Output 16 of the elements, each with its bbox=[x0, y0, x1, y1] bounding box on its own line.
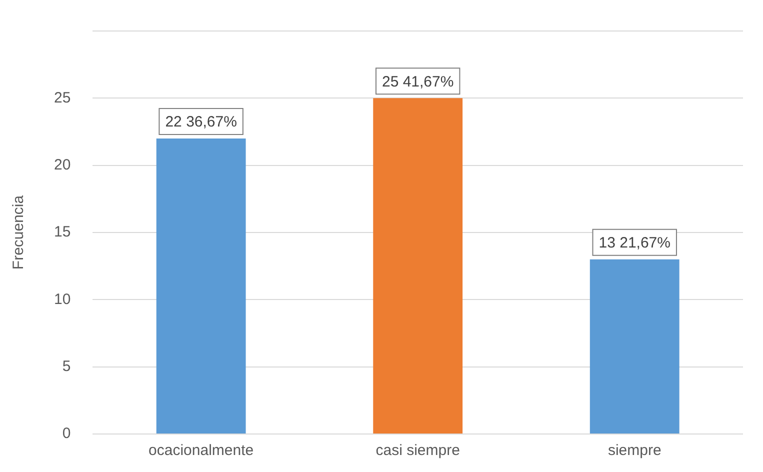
bar bbox=[590, 259, 680, 434]
y-tick-label: 5 bbox=[62, 358, 71, 375]
y-axis-title: Frecuencia bbox=[10, 194, 28, 270]
x-tick-label: siempre bbox=[608, 442, 662, 460]
data-label: 22 36,67% bbox=[165, 114, 237, 131]
y-tick-label: 15 bbox=[54, 224, 71, 241]
bar bbox=[373, 98, 463, 434]
y-tick-label: 0 bbox=[62, 425, 71, 442]
x-tick-label: ocacionalmente bbox=[148, 442, 254, 460]
data-label: 13 21,67% bbox=[598, 234, 670, 252]
x-tick-label: casi siempre bbox=[376, 442, 460, 460]
data-label: 25 41,67% bbox=[382, 73, 454, 90]
bar bbox=[156, 138, 246, 434]
y-tick-label: 25 bbox=[54, 89, 71, 106]
y-tick-label: 20 bbox=[54, 156, 71, 174]
y-tick-label: 10 bbox=[54, 290, 71, 308]
